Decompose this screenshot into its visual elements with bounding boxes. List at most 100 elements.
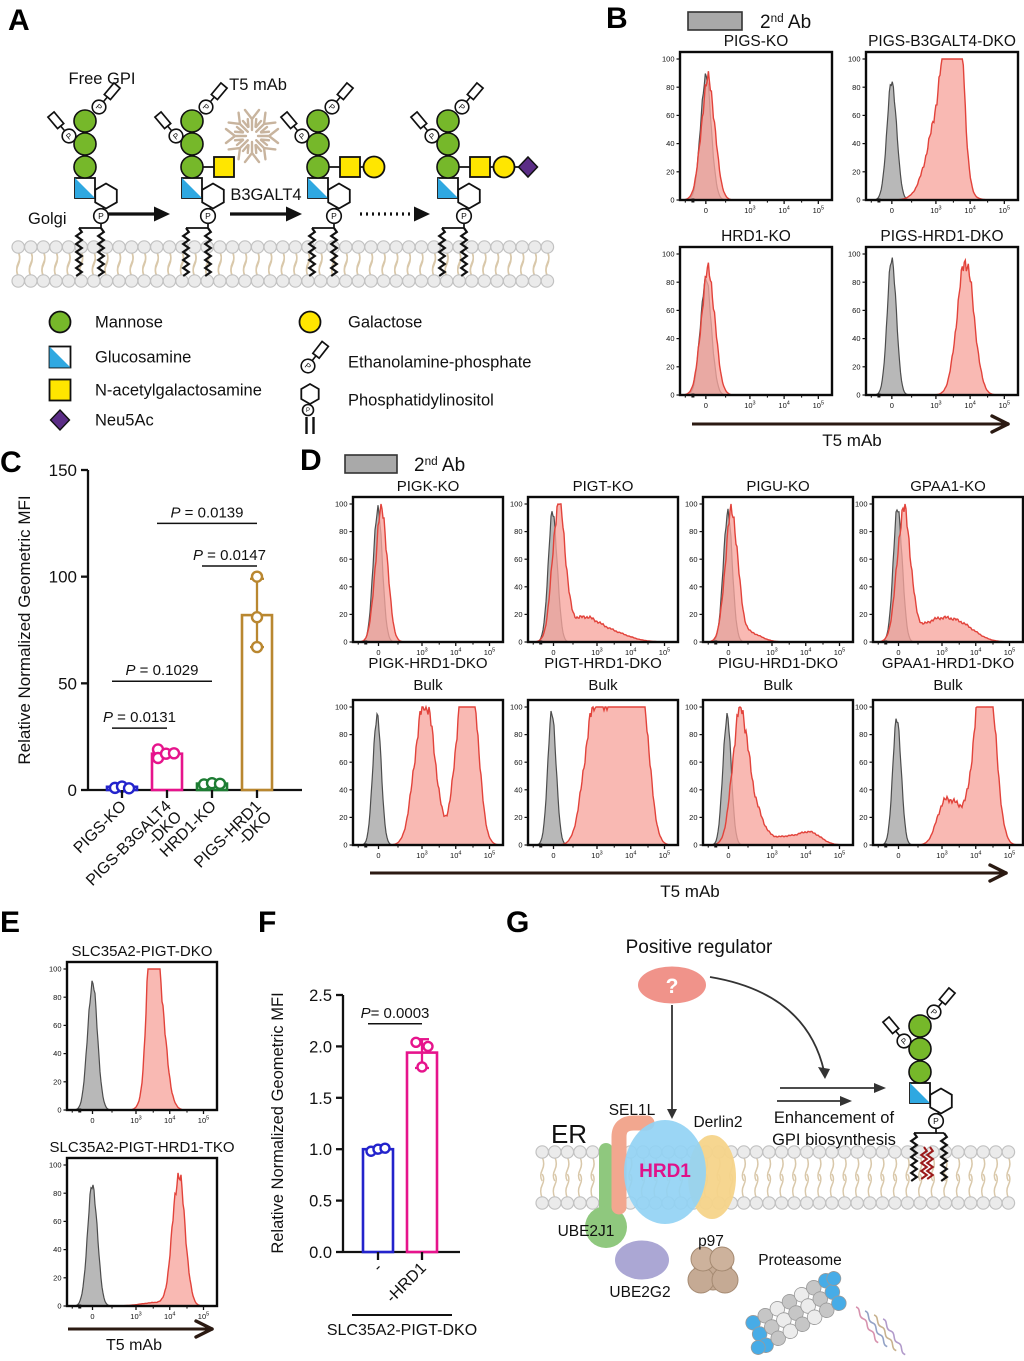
n-acetylgalactosamine-icon [48,378,72,402]
y-tick-label: 20 [514,610,522,619]
svg-text:P: P [461,211,467,221]
mannose-icon [436,132,460,156]
y-tick-label: 60 [689,555,697,564]
plot-title: PIGS-HRD1-DKO [880,228,1003,245]
plot-title: PIGU-KO [746,478,809,495]
y-tick-label: 20 [852,362,860,371]
mannose-icon [306,109,330,133]
y-tick-label: 0 [57,1302,61,1311]
inositol-hexagon-icon [457,182,481,210]
phosphate-icon: P [199,207,217,225]
y-tick-label: 100 [855,703,868,712]
y-tick-label: 100 [49,568,77,587]
y-tick-label: 20 [859,813,867,822]
glucosamine-icon [437,177,459,199]
y-tick-label: 60 [53,1021,61,1030]
x-tick-label: 103 [744,401,755,411]
y-tick-label: 40 [689,582,697,591]
y-tick-label: 60 [339,555,347,564]
svg-text:P: P [929,1007,939,1017]
proteasome-shape [745,1271,847,1355]
y-tick-label: 100 [510,703,523,712]
svg-text:P: P [98,211,104,221]
mannose-icon [908,1060,932,1084]
y-tick-label: 0 [856,196,860,205]
plot-title: PIGS-KO [724,33,789,50]
y-tick-label: 80 [53,1189,61,1198]
data-point [250,640,264,654]
x-tick-label: 105 [999,401,1010,411]
mannose-icon [436,109,460,133]
y-tick-label: 20 [514,813,522,822]
glucosamine-icon [909,1082,931,1104]
y-tick-label: 0 [518,638,522,647]
y-tick-label: 20 [53,1077,61,1086]
x-tick-label: 104 [778,206,789,216]
mannose-icon [73,155,97,179]
x-tick-label: 0 [551,648,555,657]
y-tick-label: 40 [852,139,860,148]
plot-subtitle: Bulk [763,677,793,694]
legend-label: Glucosamine [95,349,191,367]
second-antibody-legend: 2nd Ab [344,454,465,476]
degraded-peptides-icon [855,1306,906,1356]
y-tick-label: 100 [848,55,861,64]
y-tick-label: 20 [53,1273,61,1282]
p-value-text: P= 0.0003 [361,1005,430,1022]
plot-title: GPAA1-HRD1-DKO [882,655,1014,672]
legend-label: 2nd Ab [760,12,811,33]
y-tick-label: 100 [685,500,698,509]
x-tick-label: 105 [1004,648,1015,658]
y-tick-label: 0 [68,781,77,800]
y-tick-label: 0.5 [309,1193,332,1211]
second-antibody-legend: 2nd Ab [687,11,811,33]
ethanolamine-phosphate-icon: P [153,110,184,144]
data-point [250,610,264,624]
y-tick-label: 80 [689,730,697,739]
y-tick-label: 80 [852,278,860,287]
p-value-annotation: P = 0.0147 [193,547,266,567]
ethanolamine-phosphate-icon: P [198,81,229,115]
ethanolamine-phosphate-icon: P [881,1015,912,1049]
svg-text:P: P [64,131,74,141]
panel-label-e: E [0,906,21,939]
bar--: - [361,1142,395,1276]
axis-arrow-icon [370,863,1008,883]
axis-arrow-icon [68,1319,214,1339]
y-tick-label: 40 [859,582,867,591]
panel-label-a: A [8,4,30,37]
y-tick-label: 60 [53,1217,61,1226]
y-tick-label: 80 [859,527,867,536]
legend-label: 2nd Ab [414,455,465,476]
y-tick-label: 80 [852,83,860,92]
y-tick-label: 60 [859,555,867,564]
y-tick-label: 60 [689,758,697,767]
flow-plot-PIGK-KO: PIGK-KO 0 20 40 60 80 100 0 103 104 105 [335,478,505,657]
ethanolamine-phosphate-icon: P [46,110,77,144]
positive-regulator-label: Positive regulator [626,937,773,958]
golgi-label: Golgi [28,210,67,228]
x-tick-label: 104 [164,1116,175,1126]
x-tick-label: 103 [130,1116,141,1126]
y-tick-label: 2.0 [309,1038,332,1056]
y-tick-label: 100 [662,55,675,64]
mannose-icon [73,132,97,156]
y-tick-label: 80 [339,730,347,739]
data-point [410,1036,422,1048]
panel-label-g: G [506,906,530,939]
x-category-label: -HRD1 [383,1260,430,1307]
y-tick-label: 20 [852,167,860,176]
y-tick-label: 40 [852,334,860,343]
svg-text:P: P [933,1116,939,1126]
x-tick-label: 103 [744,206,755,216]
panel-label-c: C [0,446,22,479]
x-tick-label: 105 [484,851,495,861]
y-tick-label: 0 [343,638,347,647]
plot-title: PIGT-HRD1-DKO [544,655,662,672]
y-tick-label: 80 [689,527,697,536]
x-tick-label: 105 [813,401,824,411]
x-tick-label: 105 [659,851,670,861]
t5-mab-label: T5 mAb [229,76,287,94]
